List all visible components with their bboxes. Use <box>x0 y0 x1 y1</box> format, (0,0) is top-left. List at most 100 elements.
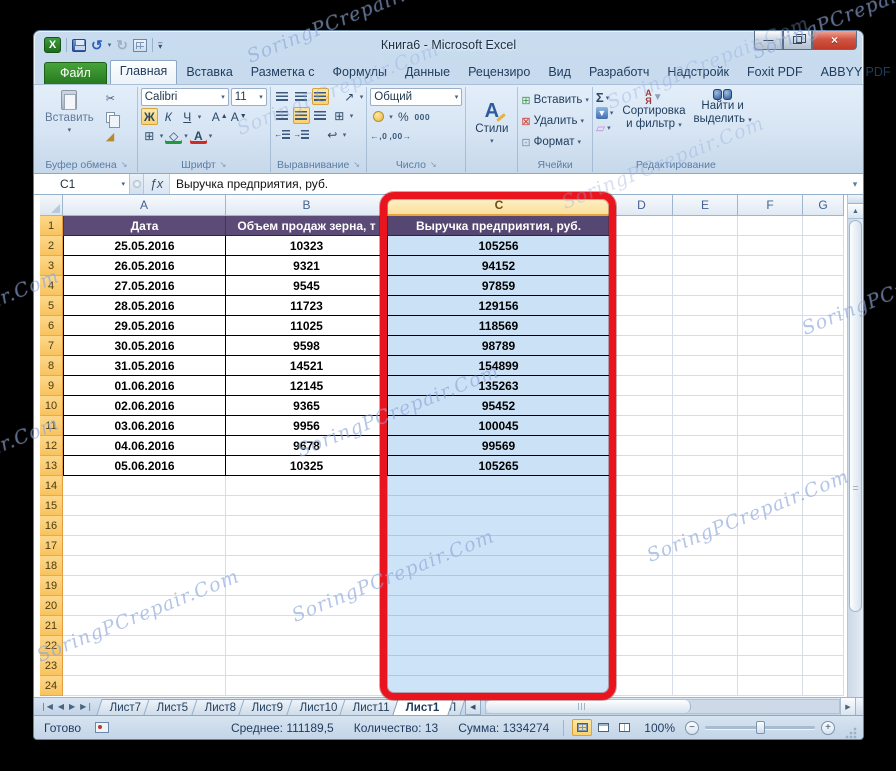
cell-A13[interactable]: 05.06.2016 <box>63 456 226 476</box>
last-sheet-icon[interactable]: ▶❘ <box>80 702 94 711</box>
row-header-23[interactable]: 23 <box>40 656 63 676</box>
cell-G23[interactable] <box>803 656 844 676</box>
cell-C22[interactable] <box>388 636 611 656</box>
cell-E21[interactable] <box>673 616 738 636</box>
cell-D13[interactable] <box>611 456 673 476</box>
cell-D18[interactable] <box>611 556 673 576</box>
cell-D16[interactable] <box>611 516 673 536</box>
next-sheet-icon[interactable]: ▶ <box>69 702 76 711</box>
align-right-button[interactable] <box>312 107 329 124</box>
cell-B3[interactable]: 9321 <box>226 256 388 276</box>
row-header-13[interactable]: 13 <box>40 456 63 476</box>
cell-B12[interactable]: 9678 <box>226 436 388 456</box>
cell-B7[interactable]: 9598 <box>226 336 388 356</box>
cell-C5[interactable]: 129156 <box>388 296 611 316</box>
cell-D7[interactable] <box>611 336 673 356</box>
normal-view-button[interactable] <box>572 719 593 736</box>
cell-F2[interactable] <box>738 236 803 256</box>
decrease-indent-button[interactable]: ← <box>274 126 291 143</box>
cell-E13[interactable] <box>673 456 738 476</box>
cell-G17[interactable] <box>803 536 844 556</box>
cell-G15[interactable] <box>803 496 844 516</box>
cell-C1[interactable]: Выручка предприятия, руб. <box>388 216 611 236</box>
cell-E23[interactable] <box>673 656 738 676</box>
cell-C21[interactable] <box>388 616 611 636</box>
find-select-button[interactable]: Найти и выделить ▾ <box>690 88 756 128</box>
cell-A3[interactable]: 26.05.2016 <box>63 256 226 276</box>
cell-F12[interactable] <box>738 436 803 456</box>
orientation-button[interactable]: ↗ <box>344 89 355 104</box>
tab-разработч[interactable]: Разработч <box>588 65 650 79</box>
cell-F1[interactable] <box>738 216 803 236</box>
cell-F6[interactable] <box>738 316 803 336</box>
underline-dropdown-icon[interactable]: ▾ <box>197 113 202 121</box>
cell-A1[interactable]: Дата <box>63 216 226 236</box>
cell-F24[interactable] <box>738 676 803 696</box>
tab-split-handle[interactable] <box>855 698 863 715</box>
cell-D8[interactable] <box>611 356 673 376</box>
cell-A7[interactable]: 30.05.2016 <box>63 336 226 356</box>
cell-F11[interactable] <box>738 416 803 436</box>
cell-C24[interactable] <box>388 676 611 696</box>
cell-B5[interactable]: 11723 <box>226 296 388 316</box>
cell-D6[interactable] <box>611 316 673 336</box>
cell-G19[interactable] <box>803 576 844 596</box>
zoom-slider-thumb[interactable] <box>756 721 765 734</box>
cell-G8[interactable] <box>803 356 844 376</box>
row-header-22[interactable]: 22 <box>40 636 63 656</box>
cell-A12[interactable]: 04.06.2016 <box>63 436 226 456</box>
merge-center-button[interactable]: ⊞ <box>334 108 345 123</box>
delete-cells-button[interactable]: ⊠ Удалить ▾ <box>521 115 585 128</box>
cell-A4[interactable]: 27.05.2016 <box>63 276 226 296</box>
paste-button[interactable]: Вставить ▾ <box>39 88 100 136</box>
cell-A6[interactable]: 29.05.2016 <box>63 316 226 336</box>
cell-D17[interactable] <box>611 536 673 556</box>
vertical-scroll-thumb[interactable] <box>849 220 862 612</box>
cell-E15[interactable] <box>673 496 738 516</box>
cell-D24[interactable] <box>611 676 673 696</box>
tab-file[interactable]: Файл <box>44 62 107 84</box>
zoom-out-icon[interactable]: − <box>685 720 699 735</box>
close-button[interactable]: × <box>812 31 857 50</box>
cell-A9[interactable]: 01.06.2016 <box>63 376 226 396</box>
vertical-scrollbar[interactable]: ▲ <box>847 195 863 697</box>
cell-B6[interactable]: 11025 <box>226 316 388 336</box>
cell-E22[interactable] <box>673 636 738 656</box>
cell-D19[interactable] <box>611 576 673 596</box>
cell-E9[interactable] <box>673 376 738 396</box>
cell-F23[interactable] <box>738 656 803 676</box>
tab-foxit-pdf[interactable]: Foxit PDF <box>747 65 803 79</box>
autosum-icon[interactable]: Σ <box>595 90 604 105</box>
zoom-slider[interactable] <box>705 721 815 734</box>
cell-E10[interactable] <box>673 396 738 416</box>
cell-E24[interactable] <box>673 676 738 696</box>
cell-F15[interactable] <box>738 496 803 516</box>
cell-F7[interactable] <box>738 336 803 356</box>
prev-sheet-icon[interactable]: ◀ <box>57 702 65 711</box>
cell-E14[interactable] <box>673 476 738 496</box>
cell-B10[interactable]: 9365 <box>226 396 388 416</box>
cell-E16[interactable] <box>673 516 738 536</box>
cell-G11[interactable] <box>803 416 844 436</box>
clear-icon[interactable]: ▱ <box>595 121 606 135</box>
horizontal-scroll-thumb[interactable] <box>485 700 691 713</box>
undo-dropdown-icon[interactable]: ▾ <box>107 42 112 49</box>
format-cells-button[interactable]: ⊡ Формат ▾ <box>521 136 581 149</box>
cell-E11[interactable] <box>673 416 738 436</box>
cell-C3[interactable]: 94152 <box>388 256 611 276</box>
cell-B21[interactable] <box>226 616 388 636</box>
column-header-E[interactable]: E <box>673 195 738 216</box>
cell-D20[interactable] <box>611 596 673 616</box>
cell-B17[interactable] <box>226 536 388 556</box>
cell-B15[interactable] <box>226 496 388 516</box>
cell-F17[interactable] <box>738 536 803 556</box>
cell-F20[interactable] <box>738 596 803 616</box>
row-header-14[interactable]: 14 <box>40 476 63 496</box>
row-header-2[interactable]: 2 <box>40 236 63 256</box>
customize-qat-dropdown-icon[interactable]: – ▾ <box>157 38 163 51</box>
shrink-font-button[interactable]: А ▼ <box>230 109 247 124</box>
cell-C16[interactable] <box>388 516 611 536</box>
row-header-8[interactable]: 8 <box>40 356 63 376</box>
cell-E6[interactable] <box>673 316 738 336</box>
